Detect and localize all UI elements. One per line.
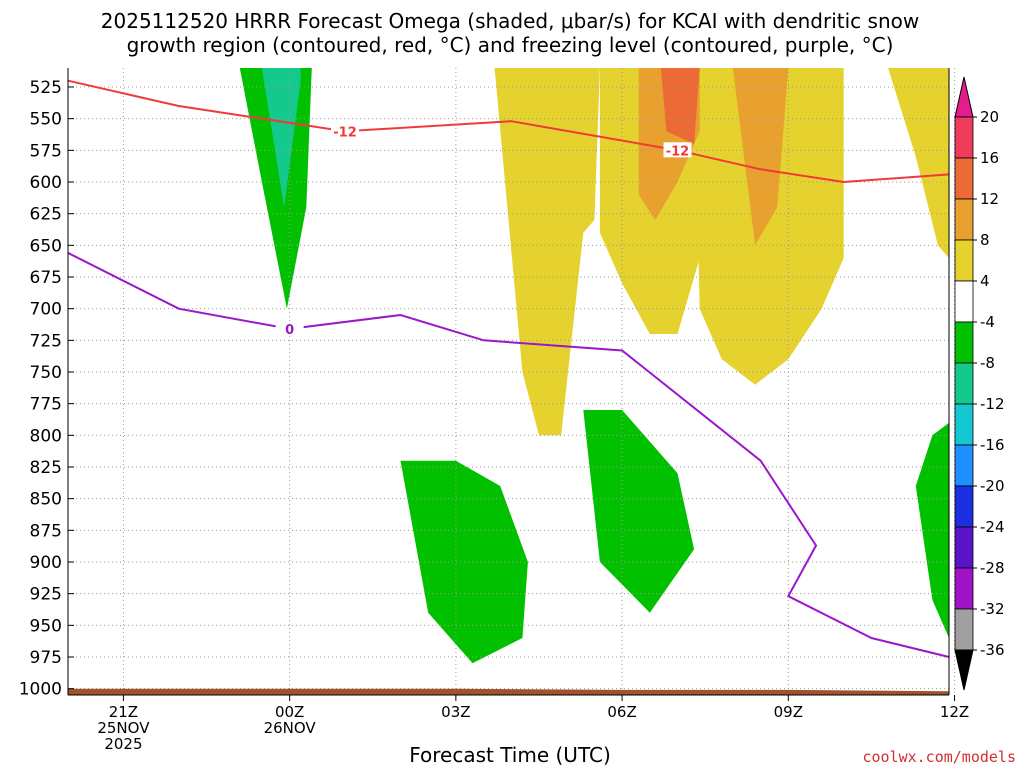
y-tick-label: 825 [30,458,62,478]
y-tick-label: 1000 [19,680,62,700]
colorbar-swatch [954,485,974,528]
colorbar-tick-label: 12 [980,190,999,208]
y-tick-label: 625 [30,205,62,225]
y-tick-label: 975 [30,648,62,668]
dgz-label-2-bg [663,142,692,158]
omega-region-6 [660,68,700,144]
grid-lines [68,68,956,695]
y-tick-label: 675 [30,268,62,288]
y-tick-label: 700 [30,300,62,320]
x-tick-label: 06Z [607,703,636,721]
credit-text[interactable]: coolwx.com/models [862,748,1016,766]
colorbar-tick-label: -32 [980,600,1005,618]
omega-region-2 [694,68,844,385]
y-tick-label: 550 [30,110,62,130]
colorbar-tick-label: -28 [980,559,1005,577]
y-tick-label: 600 [30,173,62,193]
y-tick-label: 875 [30,521,62,541]
colorbar-swatch [954,526,974,569]
colorbar-bottom-arrow [954,649,974,691]
freezing-level-label: 0 [285,323,294,338]
colorbar-swatch [954,608,974,651]
dgz-label-2: -12 [666,144,690,159]
contour-lines: -12 -12 0 [67,79,950,658]
colorbar-tick-label: 20 [980,108,999,126]
freezing-level-line [67,252,950,658]
x-tick-label: 21Z [109,703,138,721]
x-axis-label: Forecast Time (UTC) [409,743,611,767]
colorbar-swatch [954,116,974,159]
x-tick-label: 00Z [275,703,304,721]
omega-region-5 [732,68,789,246]
colorbar-tick-label: -12 [980,395,1005,413]
dgz-contour-line [67,79,950,184]
colorbar-swatch [954,321,974,364]
y-axis: 525 550 575 600 625 650 675 700 725 750 775 800 825 8… [19,68,74,700]
y-tick-label: 575 [30,141,62,161]
colorbar-tick-label: -20 [980,477,1005,495]
freezing-level-label-bg [275,320,304,336]
y-tick-label: 525 [30,78,62,98]
x-tick-label: 26NOV [264,719,317,737]
colorbar-swatch [954,444,974,487]
x-tick-label: 12Z [940,703,969,721]
y-tick-label: 850 [30,490,62,510]
chart-title-line-1: 2025112520 HRRR Forecast Omega (shaded, … [101,9,919,33]
colorbar-tick-label: -4 [980,313,995,331]
y-tick-label: 725 [30,331,62,351]
y-tick-label: 750 [30,363,62,383]
y-tick-label: 775 [30,395,62,415]
y-tick-label: 650 [30,236,62,256]
chart-title-line-2: growth region (contoured, red, °C) and f… [127,33,894,57]
colorbar-swatch [954,362,974,405]
colorbar-swatch [954,403,974,446]
dgz-label-1-bg [331,123,360,139]
colorbar-swatch [954,280,974,323]
y-tick-label: 950 [30,616,62,636]
colorbar-tick-label: -36 [980,641,1005,659]
x-tick-label: 25NOV [97,719,150,737]
omega-region-3 [888,68,949,258]
dgz-label-1: -12 [333,125,357,140]
colorbar-tick-label: -16 [980,436,1005,454]
colorbar: 20 16 12 8 4 -4 -8 -12 -16 -20 -24 -28 -32 -36 [954,76,1005,691]
colorbar-tick-label: 16 [980,149,999,167]
colorbar-swatch [954,198,974,241]
colorbar-swatch [954,157,974,200]
ground-layer [68,688,949,695]
y-tick-label: 900 [30,553,62,573]
colorbar-swatch [954,567,974,610]
colorbar-top-arrow [954,76,974,118]
y-tick-label: 800 [30,426,62,446]
colorbar-tick-label: -24 [980,518,1005,536]
colorbar-swatch [954,239,974,282]
x-tick-label: 09Z [774,703,803,721]
ground-surface [68,688,949,695]
omega-region-8 [261,68,301,208]
colorbar-tick-label: 8 [980,231,990,249]
colorbar-tick-label: 4 [980,272,990,290]
x-tick-label: 03Z [441,703,470,721]
omega-region-9 [583,410,695,613]
colorbar-tick-label: -8 [980,354,995,372]
y-tick-label: 925 [30,585,62,605]
x-tick-label: 2025 [104,735,142,753]
